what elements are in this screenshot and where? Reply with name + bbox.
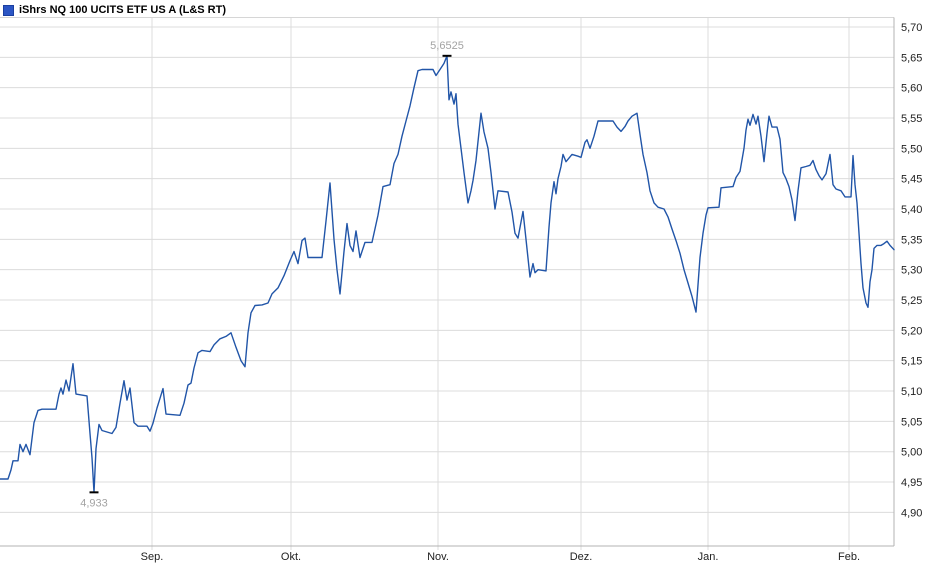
y-tick-label: 4,95 xyxy=(901,477,922,489)
x-tick-label: Jan. xyxy=(698,551,719,563)
y-tick-label: 5,20 xyxy=(901,325,922,337)
y-tick-label: 5,55 xyxy=(901,113,922,125)
x-tick-label: Nov. xyxy=(427,551,449,563)
high-annotation-marker xyxy=(442,54,452,57)
y-tick-label: 5,30 xyxy=(901,265,922,277)
y-tick-label: 5,50 xyxy=(901,143,922,155)
low-annotation-marker xyxy=(89,491,99,494)
y-tick-label: 5,05 xyxy=(901,416,922,428)
chart-legend: iShrs NQ 100 UCITS ETF US A (L&S RT) xyxy=(3,3,226,17)
y-tick-label: 5,65 xyxy=(901,52,922,64)
chart-title: iShrs NQ 100 UCITS ETF US A (L&S RT) xyxy=(19,4,226,16)
x-tick-label: Sep. xyxy=(141,551,164,563)
y-tick-label: 4,90 xyxy=(901,507,922,519)
price-line xyxy=(0,55,895,493)
legend-color-icon xyxy=(3,5,14,16)
y-tick-label: 5,70 xyxy=(901,22,922,34)
y-tick-label: 5,40 xyxy=(901,204,922,216)
y-tick-label: 5,25 xyxy=(901,295,922,307)
x-tick-label: Feb. xyxy=(838,551,860,563)
y-tick-label: 5,00 xyxy=(901,447,922,459)
y-tick-label: 5,15 xyxy=(901,356,922,368)
y-tick-label: 5,45 xyxy=(901,174,922,186)
y-tick-label: 5,10 xyxy=(901,386,922,398)
y-tick-label: 5,35 xyxy=(901,234,922,246)
low-annotation-label: 4,933 xyxy=(80,497,108,509)
y-tick-label: 5,60 xyxy=(901,83,922,95)
x-tick-label: Dez. xyxy=(570,551,593,563)
high-annotation-label: 5,6525 xyxy=(430,40,464,52)
x-tick-label: Okt. xyxy=(281,551,301,563)
